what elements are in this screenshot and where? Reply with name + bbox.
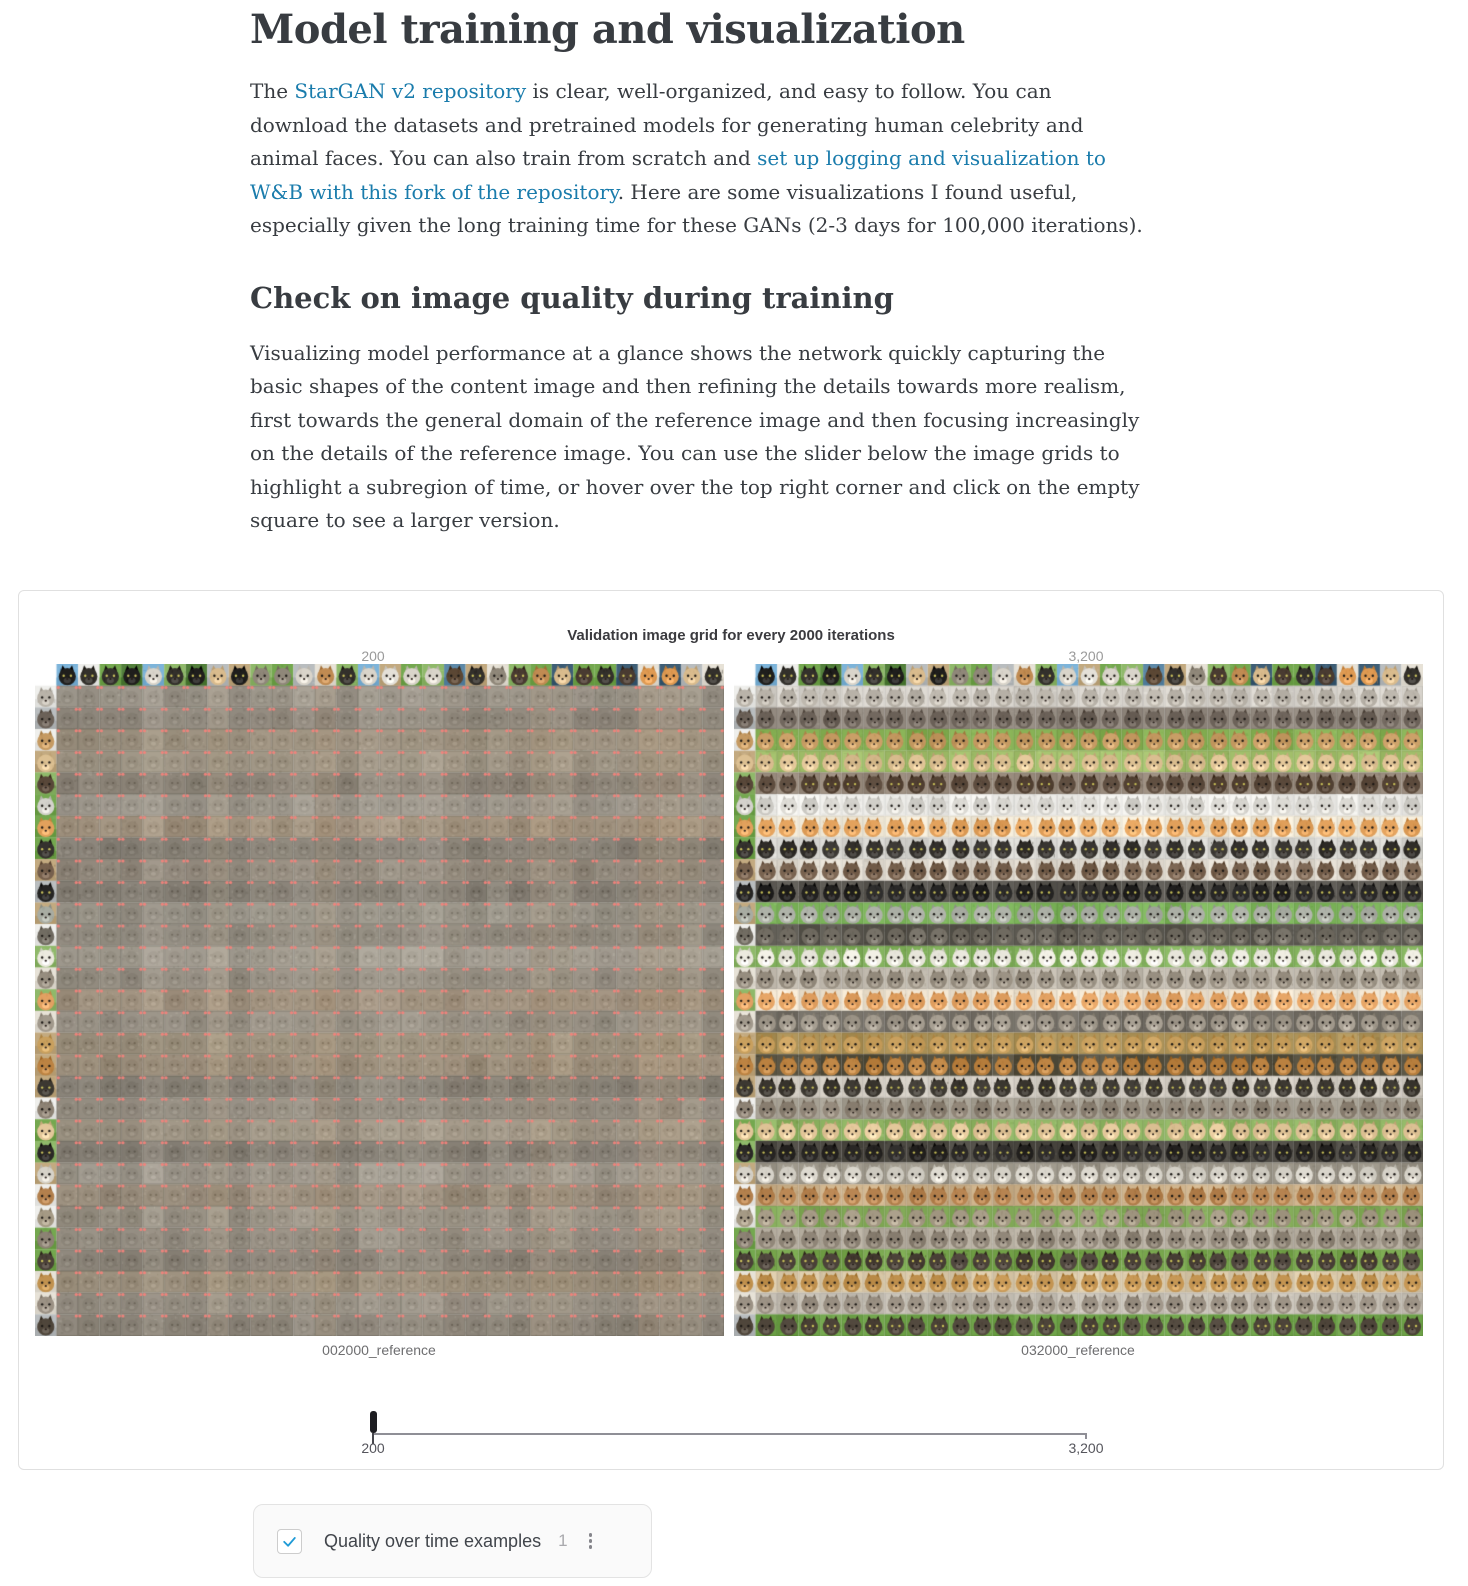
selector-label: Quality over time examples	[324, 1530, 542, 1551]
intro-paragraph: The StarGAN v2 repository is clear, well…	[250, 75, 1240, 243]
text-link[interactable]: StarGAN v2 repository	[294, 79, 527, 103]
text-run: is clear, well-organized, and easy to fo…	[526, 79, 1052, 103]
text-run: first towards the general domain of the …	[250, 407, 1140, 432]
page-title: Model training and visualization	[250, 6, 965, 53]
text-run: especially given the long training time …	[250, 213, 1143, 237]
text-run: highlight a subregion of time, or hover …	[250, 474, 1140, 499]
slider-label-max: 3,200	[1068, 1440, 1104, 1456]
text-run: animal faces. You can also train from sc…	[250, 146, 758, 170]
check-icon	[283, 1536, 296, 1547]
top-step-label-max: 3,200	[1068, 648, 1104, 664]
slider-tick-max	[1085, 1433, 1087, 1439]
panel-selector-card: Quality over time examples 1	[253, 1504, 652, 1578]
step-slider-handle[interactable]	[370, 1411, 377, 1433]
text-run: basic shapes of the content image and th…	[250, 374, 1126, 398]
media-panel: Validation image grid for every 2000 ite…	[18, 590, 1444, 1470]
text-run: . Here are some visualizations I found u…	[617, 179, 1078, 204]
article-section: Model training and visualization The Sta…	[250, 6, 1240, 538]
step-slider-track[interactable]	[373, 1433, 1086, 1435]
slider-tick-min	[372, 1433, 374, 1444]
section-paragraph: Visualizing model performance at a glanc…	[250, 337, 1240, 538]
validation-grid-002000[interactable]	[35, 664, 724, 1336]
validation-grid-032000[interactable]	[734, 664, 1423, 1336]
text-run: square to see a larger version.	[250, 508, 560, 532]
image-caption-002000: 002000_reference	[322, 1342, 436, 1358]
text-link[interactable]: set up logging and visualization to	[757, 146, 1106, 170]
slider-label-min: 200	[361, 1440, 385, 1456]
text-run: on the details of the reference image. Y…	[250, 441, 1120, 465]
text-run: The	[250, 79, 295, 103]
section-heading: Check on image quality during training	[250, 280, 894, 315]
top-step-label-min: 200	[361, 648, 385, 664]
kebab-menu-icon[interactable]	[588, 1533, 593, 1549]
text-link[interactable]: W&B with this fork of the repository	[250, 179, 618, 204]
text-run: download the datasets and pretrained mod…	[250, 112, 1084, 137]
selector-count: 1	[558, 1531, 568, 1550]
panel-title: Validation image grid for every 2000 ite…	[567, 627, 895, 644]
image-caption-032000: 032000_reference	[1021, 1342, 1135, 1358]
quality-examples-checkbox[interactable]	[277, 1528, 302, 1554]
text-run: Visualizing model performance at a glanc…	[250, 340, 1106, 365]
